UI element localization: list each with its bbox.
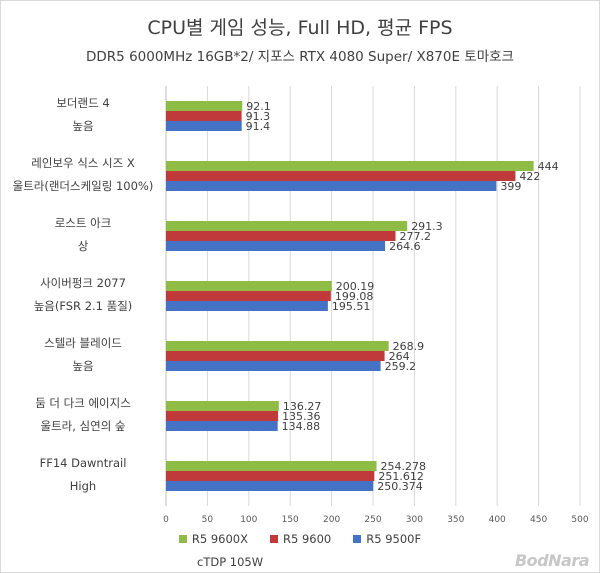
bar xyxy=(166,421,278,431)
x-tick-label: 100 xyxy=(240,515,257,525)
bar-value-label: 254.278 xyxy=(381,460,427,473)
legend-swatch-r5-9600x xyxy=(178,535,187,543)
legend-label-r5-9600x: R5 9600X xyxy=(191,532,248,546)
bar xyxy=(166,291,331,301)
bar xyxy=(166,361,381,371)
bar-value-label: 135.36 xyxy=(282,410,321,423)
bar-value-label: 264 xyxy=(389,350,410,363)
bar-value-label: 399 xyxy=(500,180,521,193)
bar-value-label: 251.612 xyxy=(378,470,424,483)
bar-value-label: 91.3 xyxy=(246,110,271,123)
bar-value-label: 259.2 xyxy=(385,360,417,373)
legend-label-r5-9600: R5 9600 xyxy=(283,532,332,546)
legend-swatch-r5-9600 xyxy=(270,535,278,543)
chart-subtitle: DDR5 6000MHz 16GB*2/ 지포스 RTX 4080 Super/… xyxy=(86,49,514,65)
bar-value-label: 264.6 xyxy=(389,240,421,253)
bar-value-label: 200.19 xyxy=(336,280,375,293)
x-tick-label: 350 xyxy=(447,515,464,525)
bar-value-label: 136.27 xyxy=(283,400,322,413)
bar-value-label: 268.9 xyxy=(393,340,425,353)
bar xyxy=(166,221,408,231)
x-tick-label: 50 xyxy=(202,515,214,525)
bar-value-label: 134.88 xyxy=(282,420,321,433)
bar xyxy=(166,181,497,191)
chart-legend: R5 9600X R5 9600 R5 9500F xyxy=(1,532,599,546)
chart-title: CPU별 게임 성능, Full HD, 평균 FPS xyxy=(147,17,453,39)
category-label-line1: 로스트 아크 xyxy=(55,216,112,230)
category-label-line2: 상 xyxy=(78,239,89,253)
bar xyxy=(166,121,242,131)
bar-value-label: 195.51 xyxy=(332,300,371,313)
category-label-line2: 높음 xyxy=(72,119,93,133)
bar xyxy=(166,231,396,241)
bar-value-label: 91.4 xyxy=(246,120,271,133)
x-tick-label: 500 xyxy=(571,515,588,525)
x-tick-label: 150 xyxy=(282,515,299,525)
x-tick-label: 200 xyxy=(323,515,340,525)
bar xyxy=(166,401,279,411)
category-label-line2: 높음(FSR 2.1 품질) xyxy=(34,299,133,313)
bar-value-label: 199.08 xyxy=(335,290,374,303)
bar-value-label: 422 xyxy=(519,170,540,183)
bar xyxy=(166,481,374,491)
bar-value-label: 277.2 xyxy=(400,230,432,243)
bar-value-label: 92.1 xyxy=(246,100,270,113)
category-label-line1: FF14 Dawntrail xyxy=(40,456,127,470)
bar xyxy=(166,471,375,481)
bar xyxy=(166,161,534,171)
category-label-line1: 보더랜드 4 xyxy=(56,96,109,110)
legend-label-r5-9500f: R5 9500F xyxy=(366,532,422,546)
bar xyxy=(166,281,332,291)
category-label-line2: 울트라(랜더스케일링 100%) xyxy=(13,179,154,193)
bar xyxy=(166,241,386,251)
legend-item-r5-9600x: R5 9600X xyxy=(178,532,248,546)
category-label-line2: High xyxy=(70,479,96,493)
x-tick-label: 0 xyxy=(163,515,169,525)
bar xyxy=(166,351,385,361)
footnote-ctdp: cTDP 105W xyxy=(197,555,264,569)
bar-value-label: 291.3 xyxy=(411,220,443,233)
bar xyxy=(166,111,242,121)
category-label-line1: 사이버펑크 2077 xyxy=(40,276,126,290)
bar-chart-plot: 0 50 100 150 200 250 300 350 400 450 500 보더랜드 4 높음 92… xyxy=(13,86,589,525)
bar xyxy=(166,301,328,311)
legend-swatch-r5-9500f xyxy=(353,535,362,543)
x-tick-label: 450 xyxy=(530,515,547,525)
legend-item-r5-9600: R5 9600 xyxy=(270,532,331,546)
bar xyxy=(166,171,516,181)
category-label-line2: 높음 xyxy=(72,359,93,373)
bar-value-label: 444 xyxy=(538,160,559,173)
bar xyxy=(166,411,279,421)
category-label-line1: 둠 더 다크 에이지스 xyxy=(35,396,131,410)
bar xyxy=(166,101,243,111)
category-label-line1: 레인보우 식스 시즈 X xyxy=(31,156,135,170)
bar xyxy=(166,461,377,471)
bar xyxy=(166,341,389,351)
x-tick-label: 250 xyxy=(364,515,381,525)
category-label-line1: 스텔라 블레이드 xyxy=(44,336,122,350)
bodnara-watermark-logo: BodNara xyxy=(514,551,590,570)
bar-value-label: 250.374 xyxy=(377,480,423,493)
x-tick-label: 300 xyxy=(406,515,423,525)
category-label-line2: 울트라, 심연의 숲 xyxy=(40,419,125,433)
legend-item-r5-9500f: R5 9500F xyxy=(353,532,421,546)
x-tick-label: 400 xyxy=(489,515,506,525)
